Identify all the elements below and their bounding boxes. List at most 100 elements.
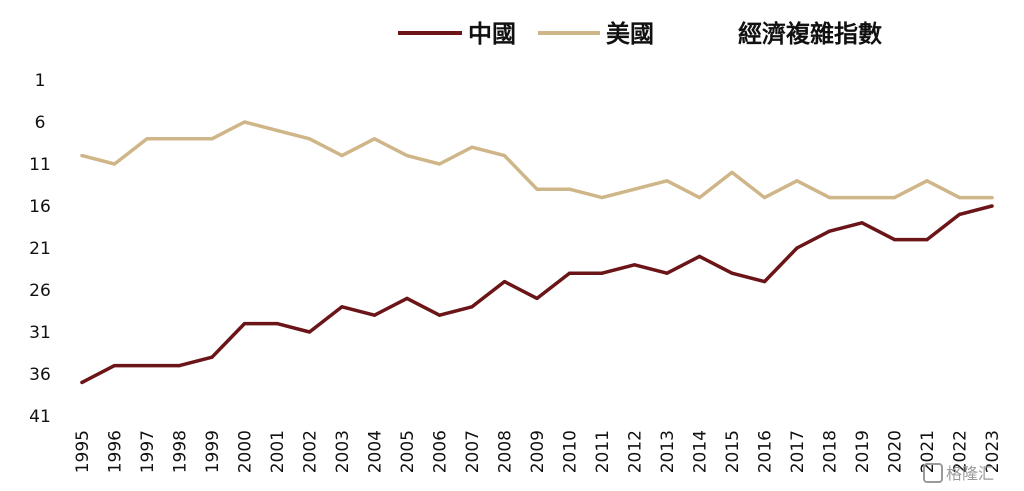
usa-point-2006 [437,162,442,166]
usa-point-2001 [275,128,279,132]
usa-point-2003 [340,154,344,158]
usa-point-2002 [307,137,312,141]
legend-label-usa: 美國 [606,20,654,48]
china-point-2008 [502,280,507,284]
usa-point-2010 [567,187,572,191]
usa-point-2023 [990,196,994,200]
x-tick-label: 2008 [496,430,516,473]
china-point-2001 [275,322,279,326]
x-tick-label: 2015 [723,430,743,473]
x-tick-label: 2012 [626,430,646,473]
usa-point-2004 [372,137,377,141]
y-tick-label: 16 [29,197,51,217]
usa-point-1998 [177,137,182,141]
china-point-2012 [632,263,637,267]
x-tick-label: 2003 [333,430,353,473]
usa-point-2018 [827,196,832,200]
x-tick-label: 2006 [431,430,451,473]
china-point-2021 [925,238,929,242]
chart-title: 經濟複雜指數 [738,20,882,48]
china-point-2023 [990,204,994,208]
y-tick-label: 41 [29,407,51,427]
x-axis-ticks: 1995 1996 1997 1998 1999 2000 2001 2002 2003 2004… [73,430,1003,473]
usa-point-2017 [795,179,799,183]
x-tick-label: 1995 [73,430,93,473]
y-tick-label: 31 [29,323,51,343]
x-tick-label: 2020 [886,430,906,473]
usa-point-2020 [892,196,897,200]
y-tick-label: 36 [29,365,51,385]
china-point-2010 [567,271,572,275]
usa-point-1996 [112,162,117,166]
china-point-2015 [730,271,734,275]
usa-point-2009 [535,187,539,191]
china-point-2016 [762,280,767,284]
x-tick-label: 2010 [561,430,581,473]
watermark-logo-icon [923,463,943,483]
usa-point-2013 [665,179,669,183]
usa-point-2014 [697,196,702,200]
usa-point-2021 [925,179,929,183]
china-point-2020 [892,238,897,242]
china-point-2007 [470,305,474,309]
china-point-2013 [665,271,669,275]
x-tick-label: 2002 [301,430,321,473]
watermark: 格隆汇 [923,463,994,483]
x-tick-label: 2005 [398,430,418,473]
x-tick-label: 2014 [691,430,711,473]
legend-label-china: 中國 [468,20,516,48]
series-line-usa [80,120,994,200]
x-tick-label: 1999 [203,430,223,473]
usa-point-1999 [210,137,214,141]
x-tick-label: 2000 [236,430,256,473]
series-line-china [80,204,994,385]
china-point-1999 [210,355,214,359]
china-point-2006 [437,313,442,317]
x-tick-label: 2022 [951,430,971,473]
usa-point-2005 [405,154,409,158]
china-point-2011 [600,271,604,275]
x-tick-label: 2016 [756,430,776,473]
china-point-2019 [860,221,864,225]
x-tick-label: 2009 [528,430,548,473]
y-tick-label: 11 [29,155,51,175]
x-tick-label: 2019 [853,430,873,473]
china-point-2002 [307,330,312,334]
china-point-1998 [177,364,182,368]
y-tick-label: 21 [29,239,51,259]
china-point-1995 [80,380,84,384]
china-point-2000 [242,322,247,326]
watermark-text: 格隆汇 [946,464,994,483]
usa-point-2012 [632,187,637,191]
x-tick-label: 2018 [821,430,841,473]
y-tick-label: 1 [35,71,46,91]
usa-point-2019 [860,196,864,200]
china-point-2003 [340,305,344,309]
x-tick-label: 2023 [983,430,1003,473]
y-tick-label: 26 [29,281,51,301]
usa-point-2000 [242,120,247,124]
usa-point-2015 [730,170,734,174]
x-tick-label: 1996 [106,430,126,473]
usa-point-1995 [80,154,84,158]
x-tick-label: 2013 [658,430,678,473]
y-tick-label: 6 [35,113,46,133]
x-tick-label: 2017 [788,430,808,473]
china-point-2018 [827,229,832,233]
x-tick-label: 2021 [918,430,938,473]
usa-point-2011 [600,196,604,200]
china-point-2009 [535,296,539,300]
china-point-1997 [145,364,149,368]
usa-point-2007 [470,145,474,149]
usa-point-1997 [145,137,149,141]
x-tick-label: 2011 [593,430,613,473]
x-tick-label: 2007 [463,430,483,473]
china-point-2022 [957,212,962,216]
usa-point-2008 [502,154,507,158]
china-point-2005 [405,296,409,300]
china-point-2014 [697,254,702,258]
usa-point-2016 [762,196,767,200]
x-tick-label: 2004 [366,430,386,473]
legend: 中國 美國 經濟複雜指數 [398,20,882,48]
